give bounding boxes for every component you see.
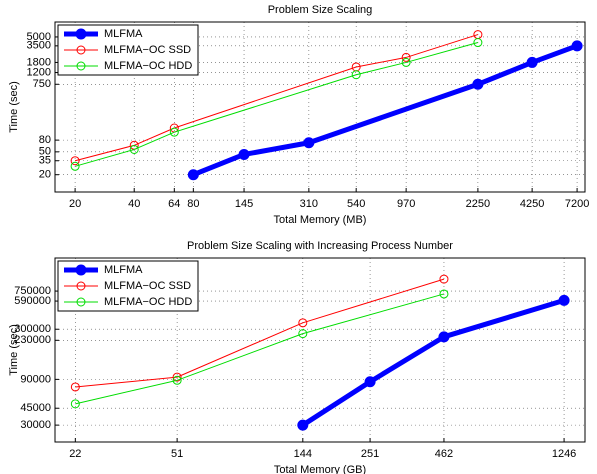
series-marker — [473, 38, 483, 48]
legend-label: MLFMA−OC SSD — [104, 280, 191, 292]
series-marker — [364, 376, 376, 388]
series-marker — [298, 318, 308, 328]
y-tick-label: 80 — [39, 134, 51, 146]
series-marker — [472, 78, 484, 90]
x-tick-label: 40 — [128, 198, 140, 210]
x-tick-label: 310 — [300, 198, 318, 210]
y-tick-label: 1800 — [27, 56, 51, 68]
series-marker — [70, 156, 80, 166]
y-tick-label: 230000 — [14, 334, 51, 346]
legend-marker — [75, 264, 87, 276]
x-tick-label: 80 — [187, 198, 199, 210]
x-tick-label: 64 — [168, 198, 180, 210]
series-marker — [401, 52, 411, 62]
series-marker — [401, 57, 411, 67]
series-line — [74, 42, 479, 167]
x-tick-label: 144 — [294, 448, 312, 460]
y-tick-label: 90000 — [20, 373, 51, 385]
x-tick-label: 20 — [69, 198, 81, 210]
series-marker — [70, 399, 80, 409]
x-tick-label: 462 — [435, 448, 453, 460]
series-marker — [303, 137, 315, 149]
series-line — [192, 43, 578, 178]
y-tick-label: 750000 — [14, 285, 51, 297]
chart-title: Problem Size Scaling — [268, 4, 373, 16]
legend-marker — [76, 297, 86, 307]
series-marker — [439, 274, 449, 284]
x-tick-label: 2250 — [466, 198, 490, 210]
x-tick-label: 970 — [397, 198, 415, 210]
x-tick-label: 145 — [235, 198, 253, 210]
y-axis-label: Time (sec) — [8, 81, 20, 133]
series-marker — [238, 148, 250, 160]
series-marker — [70, 161, 80, 171]
series-marker — [571, 40, 583, 52]
x-axis-label: Total Memory (MB) — [274, 214, 367, 226]
legend-label: MLFMA−OC HDD — [104, 296, 192, 308]
x-tick-label: 51 — [171, 448, 183, 460]
series-line — [75, 278, 445, 388]
series-marker — [526, 56, 538, 68]
x-tick-label: 251 — [361, 448, 379, 460]
series-marker — [558, 294, 570, 306]
legend-label: MLFMA−OC HDD — [104, 60, 192, 72]
y-tick-label: 50 — [39, 146, 51, 158]
chart-title: Problem Size Scaling with Increasing Pro… — [187, 240, 453, 252]
series-marker — [172, 375, 182, 385]
series-line — [301, 297, 565, 428]
legend-label: MLFMA−OC SSD — [104, 44, 191, 56]
y-tick-label: 590000 — [14, 295, 51, 307]
y-axis-label: Time (sec) — [8, 324, 20, 376]
y-tick-label: 30000 — [20, 419, 51, 431]
y-tick-label: 300000 — [14, 323, 51, 335]
series-marker — [129, 144, 139, 154]
series-marker — [169, 127, 179, 137]
legend-marker — [75, 28, 87, 40]
series-marker — [439, 289, 449, 299]
legend-label: MLFMA — [104, 28, 143, 40]
y-tick-label: 35 — [39, 155, 51, 167]
x-tick-label: 22 — [69, 448, 81, 460]
series-marker — [172, 372, 182, 382]
x-tick-label: 7200 — [565, 198, 589, 210]
series-marker — [70, 382, 80, 392]
legend-marker — [76, 281, 86, 291]
series-line — [74, 34, 479, 162]
y-tick-label: 5000 — [27, 31, 51, 43]
series-marker — [351, 70, 361, 80]
legend-label: MLFMA — [104, 264, 143, 276]
legend-marker — [76, 45, 86, 55]
series-marker — [298, 329, 308, 339]
x-tick-label: 4250 — [520, 198, 544, 210]
series-marker — [438, 331, 450, 343]
x-tick-label: 1246 — [552, 448, 576, 460]
plot-frame — [54, 257, 586, 443]
series-marker — [187, 169, 199, 181]
x-tick-label: 540 — [347, 198, 365, 210]
series-line — [75, 293, 445, 405]
series-marker — [297, 419, 309, 431]
plot-frame — [54, 21, 586, 193]
legend-marker — [76, 61, 86, 71]
y-tick-label: 45000 — [20, 402, 51, 414]
y-tick-label: 750 — [33, 78, 51, 90]
y-tick-label: 1200 — [27, 66, 51, 78]
x-axis-label: Total Memory (GB) — [274, 464, 366, 474]
y-tick-label: 3500 — [27, 40, 51, 52]
y-tick-label: 20 — [39, 169, 51, 181]
